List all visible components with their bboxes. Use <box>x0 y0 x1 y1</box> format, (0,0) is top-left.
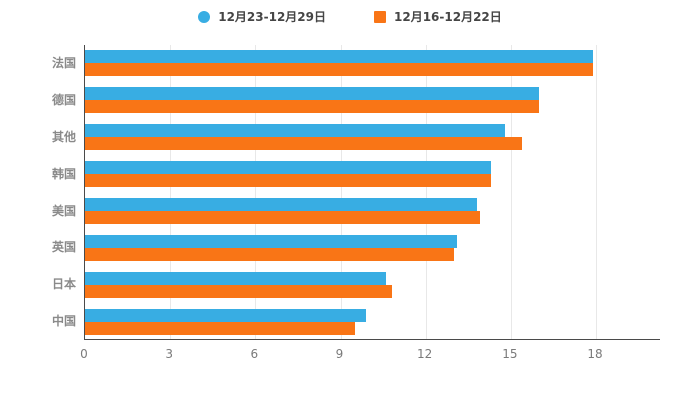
bar-韩国-series1[interactable] <box>85 161 491 175</box>
y-axis-category-label: 英国 <box>51 240 76 255</box>
gridline-x-12 <box>425 45 427 339</box>
bar-德国-series1[interactable] <box>85 87 540 101</box>
y-axis-category-label: 美国 <box>51 203 76 218</box>
x-axis-tick-label: 18 <box>587 347 603 361</box>
bar-其他-series2[interactable] <box>85 137 523 151</box>
bar-法国-series2[interactable] <box>85 63 594 77</box>
legend-item-week1[interactable]: 12月16-12月22日 <box>374 8 502 25</box>
x-axis-tick-label: 15 <box>502 347 518 361</box>
y-axis-category-label: 其他 <box>51 129 76 144</box>
bar-日本-series2[interactable] <box>85 284 392 298</box>
gridline-x-18 <box>596 45 597 339</box>
bar-美国-series2[interactable] <box>85 210 480 224</box>
bar-中国-series1[interactable] <box>85 308 367 322</box>
legend-label-week2: 12月23-12月29日 <box>218 10 326 24</box>
x-axis-tick-label: 6 <box>250 347 259 361</box>
gridline-x-6 <box>255 45 257 339</box>
gridline-x-9 <box>340 45 342 339</box>
legend-label-week1: 12月16-12月22日 <box>394 10 502 24</box>
bar-英国-series2[interactable] <box>85 247 455 261</box>
bar-美国-series1[interactable] <box>85 197 477 211</box>
legend-marker-square-icon <box>374 10 386 23</box>
chart-legend: 12月23-12月29日 12月16-12月22日 <box>0 8 700 25</box>
x-axis-tick-label: 9 <box>335 347 344 361</box>
bar-德国-series2[interactable] <box>85 100 540 114</box>
plot-area <box>84 45 660 340</box>
legend-item-week2[interactable]: 12月23-12月29日 <box>198 8 326 25</box>
bar-英国-series1[interactable] <box>85 234 457 248</box>
x-axis-tick-label: 12 <box>417 347 433 361</box>
y-axis-category-label: 中国 <box>51 314 76 329</box>
bar-法国-series1[interactable] <box>85 50 594 64</box>
gridline-x-15 <box>510 45 512 339</box>
bar-其他-series1[interactable] <box>85 124 506 138</box>
y-axis-category-label: 德国 <box>51 92 76 107</box>
x-axis-tick-label: 0 <box>80 347 88 361</box>
x-axis-tick-label: 3 <box>165 347 173 361</box>
bar-日本-series1[interactable] <box>85 271 386 285</box>
y-axis-category-label: 韩国 <box>51 166 76 181</box>
y-axis-category-label: 日本 <box>51 277 76 292</box>
gridline-x-3 <box>170 45 172 339</box>
legend-marker-circle-icon <box>198 10 211 23</box>
bar-韩国-series2[interactable] <box>85 174 491 188</box>
bar-中国-series2[interactable] <box>85 321 355 335</box>
y-axis-category-label: 法国 <box>51 56 76 70</box>
